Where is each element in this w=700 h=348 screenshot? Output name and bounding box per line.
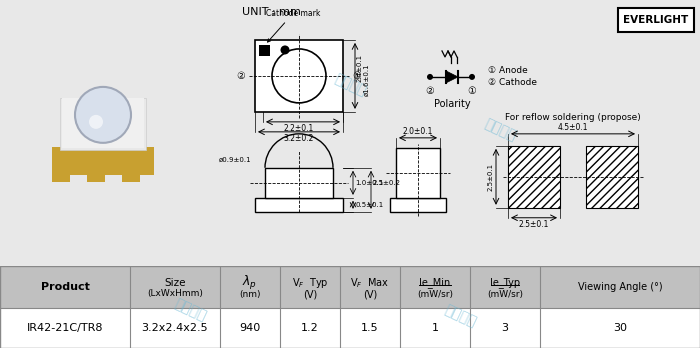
Text: 超毅电子: 超毅电子 <box>82 105 118 134</box>
Text: 1.2: 1.2 <box>301 323 319 333</box>
Text: ②: ② <box>237 71 246 81</box>
Text: 2.5±0.2: 2.5±0.2 <box>373 180 401 186</box>
Bar <box>259 45 270 56</box>
Text: 4.5±0.1: 4.5±0.1 <box>558 123 588 132</box>
Text: 1.5: 1.5 <box>361 323 379 333</box>
Bar <box>60 98 146 150</box>
Text: For reflow soldering (propose): For reflow soldering (propose) <box>505 113 641 122</box>
Text: Ie_Min: Ie_Min <box>419 277 451 288</box>
Bar <box>390 198 446 212</box>
Circle shape <box>281 46 290 54</box>
Text: $\lambda_p$: $\lambda_p$ <box>242 274 258 292</box>
Text: (mW/sr): (mW/sr) <box>417 290 453 299</box>
Text: (V): (V) <box>303 289 317 299</box>
Text: 超毅电子: 超毅电子 <box>332 71 368 98</box>
Polygon shape <box>446 71 458 83</box>
Bar <box>0 308 700 348</box>
Text: (V): (V) <box>363 289 377 299</box>
Bar <box>618 8 694 32</box>
Text: V$_F$  Max: V$_F$ Max <box>351 276 389 290</box>
Bar <box>265 168 333 198</box>
Text: 3.2x2.4x2.5: 3.2x2.4x2.5 <box>141 323 209 333</box>
Text: 3.2±0.2: 3.2±0.2 <box>284 134 314 143</box>
Text: 2.5±0.1: 2.5±0.1 <box>488 163 494 191</box>
Text: 3: 3 <box>501 323 508 333</box>
Text: Polarity: Polarity <box>434 99 470 109</box>
Text: EVERLIGHT: EVERLIGHT <box>624 15 689 25</box>
Text: 2.2±0.1: 2.2±0.1 <box>284 124 314 133</box>
Bar <box>255 198 343 212</box>
Bar <box>87 164 105 182</box>
Text: Product: Product <box>41 282 90 292</box>
Text: ø1.6±0.1: ø1.6±0.1 <box>364 64 370 96</box>
Text: Cathode mark: Cathode mark <box>266 9 320 42</box>
Circle shape <box>75 87 131 143</box>
Circle shape <box>272 49 326 103</box>
Text: 1: 1 <box>431 323 438 333</box>
Text: UNIT : mm: UNIT : mm <box>242 7 301 17</box>
Text: Size: Size <box>164 278 186 288</box>
Text: ① Anode: ① Anode <box>488 66 528 76</box>
Text: 超毅电子: 超毅电子 <box>442 303 478 330</box>
Text: (nm): (nm) <box>239 290 260 299</box>
Text: Viewing Angle (°): Viewing Angle (°) <box>578 282 662 292</box>
Text: (LxWxHmm): (LxWxHmm) <box>147 288 203 298</box>
Text: 0.5±0.1: 0.5±0.1 <box>355 202 384 208</box>
Text: ①: ① <box>468 86 477 96</box>
Text: ø0.9±0.1: ø0.9±0.1 <box>218 157 251 163</box>
Text: IR42-21C/TR8: IR42-21C/TR8 <box>27 323 104 333</box>
Bar <box>52 164 70 182</box>
Bar <box>62 98 144 148</box>
Text: ②: ② <box>426 86 435 96</box>
Circle shape <box>427 74 433 80</box>
Text: 940: 940 <box>239 323 260 333</box>
Text: (mW/sr): (mW/sr) <box>487 290 523 299</box>
Bar <box>255 40 343 112</box>
Bar <box>396 148 440 198</box>
Text: ② Cathode: ② Cathode <box>488 78 537 87</box>
Circle shape <box>89 115 103 129</box>
Bar <box>122 164 140 182</box>
Bar <box>586 146 638 208</box>
Text: 2.5±0.1: 2.5±0.1 <box>519 220 550 229</box>
Text: 超毅电子: 超毅电子 <box>172 297 208 324</box>
Circle shape <box>469 74 475 80</box>
Text: 30: 30 <box>613 323 627 333</box>
Bar <box>508 146 560 208</box>
Bar <box>52 147 154 175</box>
Text: 1.0±0.1: 1.0±0.1 <box>355 180 384 186</box>
Text: V$_F$  Typ: V$_F$ Typ <box>292 276 328 290</box>
Text: ①: ① <box>353 71 361 81</box>
Text: Ie_Typ: Ie_Typ <box>490 277 520 288</box>
Bar <box>0 266 700 308</box>
Text: 2.4±0.1: 2.4±0.1 <box>357 54 363 82</box>
Text: 2.0±0.1: 2.0±0.1 <box>402 127 433 136</box>
Text: 超毅电子: 超毅电子 <box>482 117 518 143</box>
